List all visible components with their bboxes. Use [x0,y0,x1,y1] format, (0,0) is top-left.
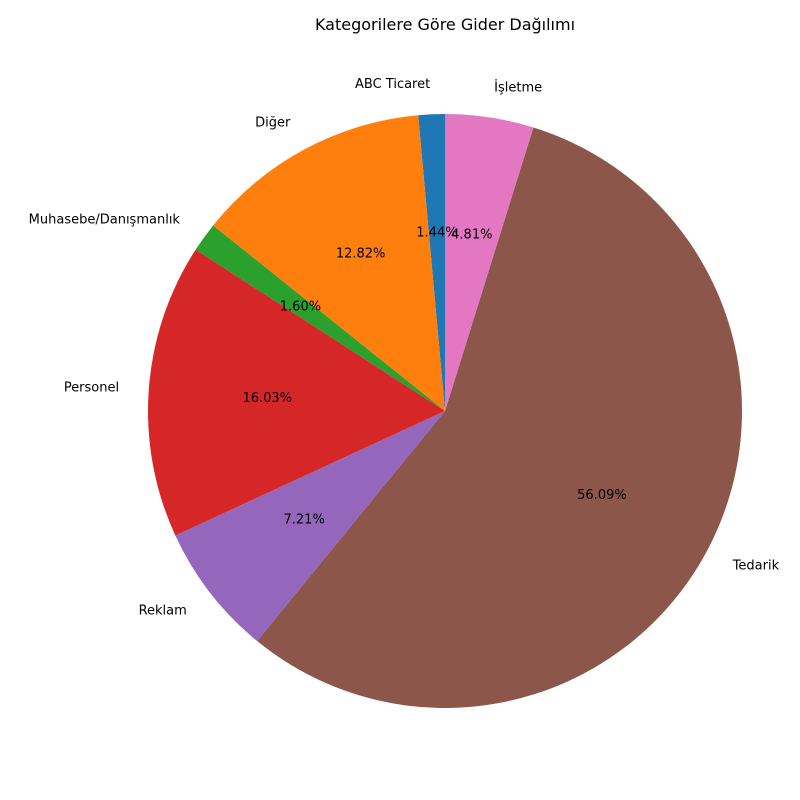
category-labels: ABC Ticaret Diğer Muhasebe/Danışmanlık Pers… [29,77,780,619]
pie-slice-diger [213,115,445,411]
category-label-diger: Diğer [255,116,291,131]
category-label-reklam: Reklam [139,604,187,619]
percent-label-tedarik: 56.09% [577,488,627,503]
pie-slice-tedarik [257,127,742,708]
pie-slice-abc-ticaret [418,114,445,411]
category-label-abc-ticaret: ABC Ticaret [355,77,430,92]
category-label-personel: Personel [64,380,119,395]
percent-label-muhasebe-danismanlik: 1.60% [280,299,321,314]
pie-slices [148,114,742,708]
percent-label-isletme: 4.81% [451,227,492,242]
pie-slice-muhasebe-danismanlik [195,225,445,411]
percent-label-reklam: 7.21% [284,513,325,528]
category-label-isletme: İşletme [494,80,542,96]
percent-label-diger: 12.82% [336,247,386,262]
pie-slice-isletme [445,114,534,411]
percent-label-personel: 16.03% [242,391,292,406]
category-label-tedarik: Tedarik [732,558,780,573]
category-label-muhasebe-danismanlik: Muhasebe/Danışmanlık [29,212,181,227]
percent-labels: 1.44% 12.82% 1.60% 16.03% 7.21% 56.09% 4.81% [242,225,626,527]
percent-label-abc-ticaret: 1.44% [416,225,457,240]
pie-slice-personel [148,249,446,536]
chart-title: Kategorilere Göre Gider Dağılımı [315,15,575,34]
pie-slice-reklam [175,411,445,642]
